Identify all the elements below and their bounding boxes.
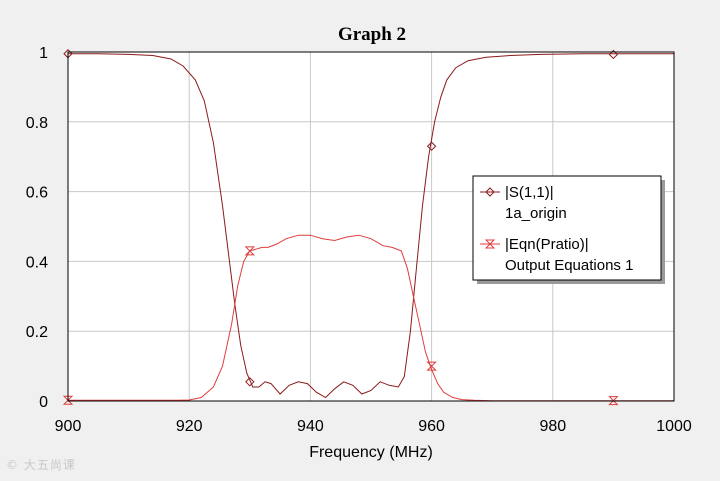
series-2-marker (608, 396, 619, 406)
legend-marker-2 (484, 239, 496, 249)
series-2-marker (426, 361, 437, 371)
y-tick-label: 0.4 (26, 254, 48, 271)
legend-series-source: Output Equations 1 (505, 257, 633, 274)
legend-series-name: |Eqn(Pratio)| (505, 236, 589, 253)
x-tick-label: 980 (539, 418, 566, 435)
y-tick-label: 0.8 (26, 115, 48, 132)
legend: |S(1,1)| 1a_origin |Eqn(Pratio)| Output Equ… (472, 175, 665, 284)
series-line-1 (68, 53, 674, 399)
legend-marker-1 (485, 187, 495, 197)
x-axis-label: Frequency (MHz) (309, 444, 433, 461)
series-1-marker (245, 377, 255, 387)
series-1-marker (426, 141, 437, 151)
axis-ticks: 900 920 940 960 980 1000 0 0.2 0.4 0.6 0.8 1 (26, 45, 692, 435)
x-tick-label: 900 (55, 418, 82, 435)
legend-box (472, 175, 662, 281)
series-lines (68, 53, 674, 402)
x-tick-label: 940 (297, 418, 324, 435)
plot-border (67, 51, 675, 402)
y-tick-label: 0.2 (26, 324, 48, 341)
x-tick-label: 920 (176, 418, 203, 435)
legend-series-source: 1a_origin (505, 205, 567, 222)
y-tick-label: 0 (39, 394, 48, 411)
chart-title: Graph 2 (338, 24, 406, 45)
series-1-marker (608, 49, 619, 60)
x-tick-label: 1000 (656, 418, 692, 435)
watermark: © 大五尚课 (6, 458, 76, 472)
series-2-marker (244, 246, 256, 256)
legend-items: |S(1,1)| 1a_origin |Eqn(Pratio)| Output Equ… (480, 184, 633, 274)
legend-series-name: |S(1,1)| (505, 184, 554, 201)
y-tick-label: 1 (39, 45, 48, 62)
y-tick-label: 0.6 (26, 185, 48, 202)
series-line-2 (68, 234, 674, 402)
x-tick-label: 960 (418, 418, 445, 435)
